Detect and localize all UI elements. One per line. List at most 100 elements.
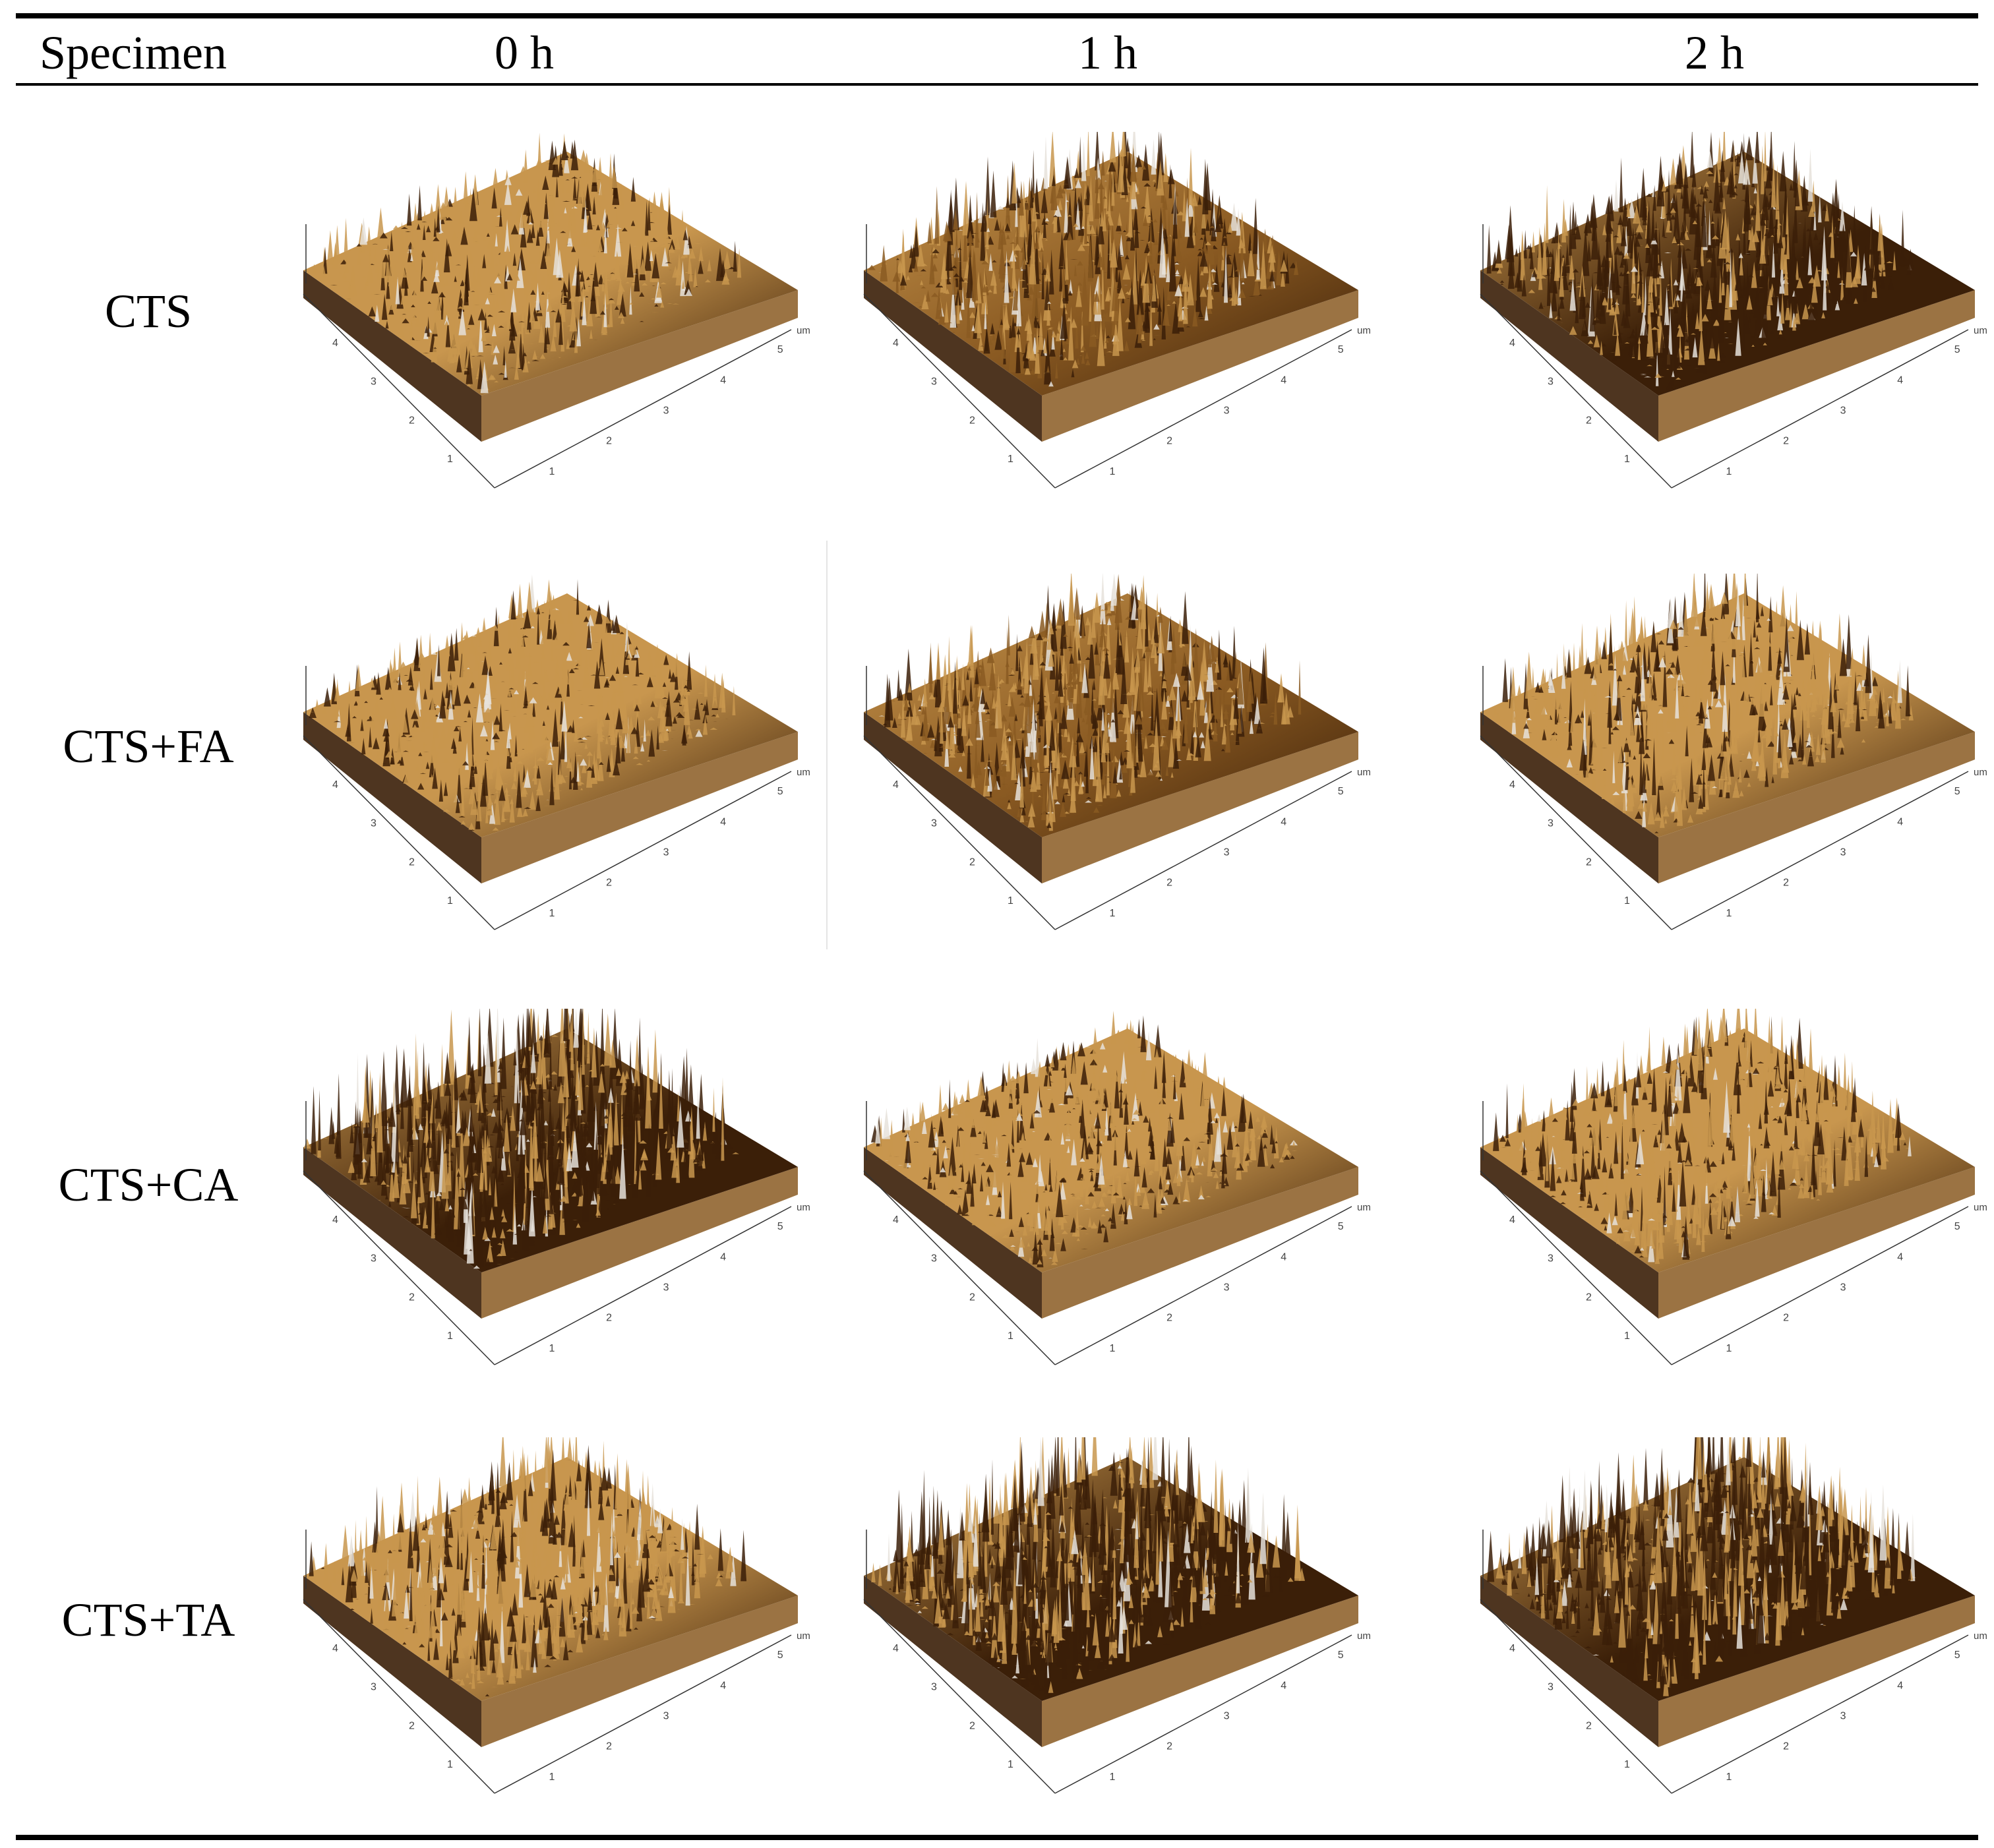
tick-label: 3 <box>1548 818 1554 829</box>
tick-label: 2 <box>409 415 415 426</box>
tick-label: 4 <box>1897 374 1903 386</box>
tick-label: 2 <box>1586 1292 1592 1303</box>
header-specimen: Specimen <box>40 26 227 79</box>
unit-label: um <box>1974 767 1987 778</box>
unit-label: um <box>797 325 810 336</box>
tick-label: 1 <box>1624 454 1630 465</box>
tick-label: 2 <box>1586 415 1592 426</box>
tick-label: 3 <box>1548 1253 1554 1265</box>
tick-label: 4 <box>1281 1251 1286 1263</box>
afm-image-cts-fa-0h: 4 3 2 1 1 2 3 4 5 um <box>290 574 831 943</box>
tick-label: 4 <box>1509 338 1515 349</box>
unit-label: um <box>1974 325 1987 336</box>
tick-label: 1 <box>1110 466 1116 477</box>
afm-surface: 4 3 2 1 1 2 3 4 5 um <box>1480 132 1987 489</box>
tick-label: 5 <box>1338 344 1344 355</box>
afm-image-cts-ca-2h: 4 3 2 1 1 2 3 4 5 um <box>1467 1009 1994 1378</box>
tick-label: 3 <box>1224 1711 1230 1722</box>
afm-image-cts-1h: 4 3 2 1 1 2 3 4 5 um <box>851 132 1391 501</box>
afm-image-cts-ca-0h: 4 3 2 1 1 2 3 4 5 um <box>290 1009 831 1378</box>
panel-divider <box>826 541 828 949</box>
tick-label: 3 <box>371 1253 377 1265</box>
tick-label: 1 <box>1008 1330 1013 1342</box>
tick-label: 5 <box>1954 786 1960 797</box>
tick-label: 1 <box>1726 1772 1732 1783</box>
tick-label: 5 <box>1338 1650 1344 1661</box>
tick-label: 3 <box>931 1682 937 1693</box>
tick-label: 4 <box>893 338 899 349</box>
tick-label: 3 <box>931 376 937 388</box>
unit-label: um <box>1974 1630 1987 1642</box>
tick-label: 3 <box>1548 1682 1554 1693</box>
tick-label: 4 <box>720 816 726 827</box>
tick-label: 2 <box>969 856 975 868</box>
tick-label: 3 <box>931 818 937 829</box>
tick-label: 5 <box>777 1650 783 1661</box>
afm-image-cts-fa-1h: 4 3 2 1 1 2 3 4 5 um <box>851 574 1391 943</box>
tick-label: 1 <box>1008 454 1013 465</box>
tick-label: 2 <box>969 1720 975 1731</box>
unit-label: um <box>797 1630 810 1642</box>
tick-label: 2 <box>1166 436 1172 447</box>
tick-label: 1 <box>1624 1759 1630 1770</box>
tick-label: 2 <box>969 415 975 426</box>
tick-label: 3 <box>371 376 377 388</box>
tick-label: 3 <box>1840 1282 1846 1294</box>
tick-label: 1 <box>447 454 453 465</box>
tick-label: 4 <box>332 1643 338 1654</box>
tick-label: 1 <box>1110 1343 1116 1354</box>
afm-image-cts-ta-2h: 4 3 2 1 1 2 3 4 5 um <box>1467 1437 1994 1806</box>
afm-surface: 4 3 2 1 1 2 3 4 5 um <box>1480 574 1987 930</box>
tick-label: 4 <box>1897 1251 1903 1263</box>
tick-label: 1 <box>549 466 555 477</box>
table-top-rule <box>16 13 1978 18</box>
tick-label: 1 <box>549 1772 555 1783</box>
tick-label: 3 <box>371 818 377 829</box>
afm-surface: 4 3 2 1 1 2 3 4 5 um <box>863 1437 1371 1794</box>
tick-label: 1 <box>1008 1759 1013 1770</box>
tick-label: 5 <box>1954 344 1960 355</box>
tick-label: 2 <box>409 1292 415 1303</box>
afm-surface: 4 3 2 1 1 2 3 4 5 um <box>303 574 810 930</box>
tick-label: 3 <box>371 1682 377 1693</box>
tick-label: 1 <box>549 1343 555 1354</box>
afm-image-cts-ca-1h: 4 3 2 1 1 2 3 4 5 um <box>851 1009 1391 1378</box>
unit-label: um <box>1357 1202 1371 1213</box>
afm-image-cts-0h: 4 3 2 1 1 2 3 4 5 um <box>290 132 831 501</box>
tick-label: 4 <box>1509 1214 1515 1226</box>
tick-label: 1 <box>1624 895 1630 907</box>
tick-label: 2 <box>969 1292 975 1303</box>
afm-surface: 4 3 2 1 1 2 3 4 5 um <box>863 132 1371 489</box>
afm-image-cts-2h: 4 3 2 1 1 2 3 4 5 um <box>1467 132 1994 501</box>
afm-image-cts-fa-2h: 4 3 2 1 1 2 3 4 5 um <box>1467 574 1994 943</box>
tick-label: 2 <box>409 856 415 868</box>
tick-label: 5 <box>1954 1650 1960 1661</box>
afm-surface: 4 3 2 1 1 2 3 4 5 um <box>303 133 810 489</box>
afm-surface: 4 3 2 1 1 2 3 4 5 um <box>1480 1437 1987 1794</box>
afm-surface: 4 3 2 1 1 2 3 4 5 um <box>863 574 1371 930</box>
tick-label: 4 <box>1897 1680 1903 1691</box>
tick-label: 3 <box>663 1282 669 1294</box>
tick-label: 2 <box>1783 1741 1789 1752</box>
tick-label: 5 <box>1338 1221 1344 1232</box>
tick-label: 5 <box>1954 1221 1960 1232</box>
tick-label: 3 <box>931 1253 937 1265</box>
tick-label: 2 <box>606 436 612 447</box>
tick-label: 4 <box>893 1643 899 1654</box>
tick-label: 4 <box>1281 1680 1286 1691</box>
afm-image-cts-ta-0h: 4 3 2 1 1 2 3 4 5 um <box>290 1437 831 1806</box>
tick-label: 1 <box>447 1759 453 1770</box>
tick-label: 5 <box>777 1221 783 1232</box>
tick-label: 1 <box>447 895 453 907</box>
tick-label: 1 <box>1726 908 1732 919</box>
tick-label: 3 <box>1224 847 1230 858</box>
tick-label: 1 <box>1726 466 1732 477</box>
afm-image-cts-ta-1h: 4 3 2 1 1 2 3 4 5 um <box>851 1437 1391 1806</box>
table-header-rule <box>16 83 1978 86</box>
tick-label: 3 <box>663 847 669 858</box>
tick-label: 4 <box>1897 816 1903 827</box>
table-bottom-rule <box>16 1835 1978 1840</box>
tick-label: 3 <box>1224 1282 1230 1294</box>
tick-label: 4 <box>1509 779 1515 790</box>
tick-label: 4 <box>720 1251 726 1263</box>
